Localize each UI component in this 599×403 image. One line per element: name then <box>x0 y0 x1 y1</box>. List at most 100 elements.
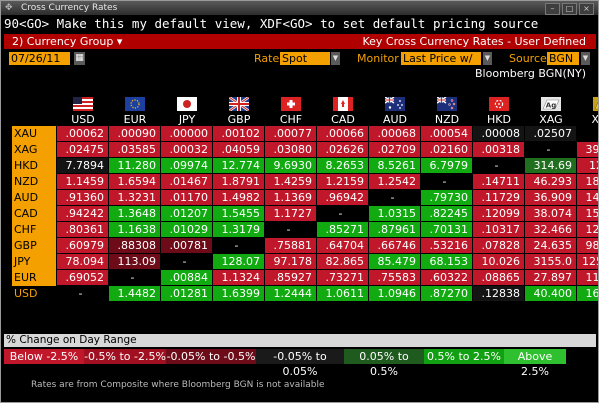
rate-cell[interactable]: 36.909 <box>525 190 577 206</box>
rate-cell[interactable]: 1846.2 <box>577 174 598 190</box>
rate-cell[interactable]: .12099 <box>473 206 525 222</box>
rate-cell[interactable]: .02507 <box>525 126 577 142</box>
rate-cell[interactable]: 1.1638 <box>109 222 161 238</box>
rate-cell[interactable]: 12.774 <box>213 158 265 174</box>
rate-cell[interactable]: 38.074 <box>525 206 577 222</box>
move-icon[interactable]: ✥ <box>5 3 13 13</box>
rate-cell[interactable]: .08865 <box>473 270 525 286</box>
rate-cell[interactable]: - <box>213 238 265 254</box>
rate-cell[interactable]: .00781 <box>161 238 213 254</box>
rate-cell[interactable]: .66746 <box>369 238 421 254</box>
rate-cell[interactable]: .00062 <box>57 126 109 142</box>
rate-cell[interactable]: 1.4482 <box>109 286 161 302</box>
maximize-button[interactable]: □ <box>562 3 577 15</box>
rate-cell[interactable]: 113.09 <box>109 254 161 270</box>
rate-cell[interactable]: - <box>317 206 369 222</box>
rate-cell[interactable]: .01207 <box>161 206 213 222</box>
rate-cell[interactable]: 125825 <box>577 254 598 270</box>
rate-cell[interactable]: 1.3648 <box>109 206 161 222</box>
rate-cell[interactable]: .14711 <box>473 174 525 190</box>
title-bar[interactable]: ✥ Cross Currency Rates – □ × <box>1 1 598 15</box>
rate-cell[interactable]: - <box>473 158 525 174</box>
rate-cell[interactable]: 12550 <box>577 158 598 174</box>
rate-cell[interactable]: 82.865 <box>317 254 369 270</box>
rate-cell[interactable]: 8.2653 <box>317 158 369 174</box>
rate-cell[interactable]: .60979 <box>57 238 109 254</box>
rate-cell[interactable]: 1294.8 <box>577 222 598 238</box>
rate-cell[interactable]: .02475 <box>57 142 109 158</box>
rate-cell[interactable]: 1.1727 <box>265 206 317 222</box>
source-dropdown-arrow-icon[interactable]: ▼ <box>581 52 590 65</box>
row-label-aud[interactable]: AUD <box>12 190 56 206</box>
rate-cell[interactable]: 1.4259 <box>265 174 317 190</box>
date-field[interactable]: 07/26/11 <box>9 52 70 65</box>
rate-cell[interactable]: .00066 <box>317 126 369 142</box>
rate-cell[interactable]: .09974 <box>161 158 213 174</box>
row-label-xag[interactable]: XAG <box>12 142 56 158</box>
rate-cell[interactable]: 40.400 <box>525 286 577 302</box>
row-label-gbp[interactable]: GBP <box>12 238 56 254</box>
rate-cell[interactable]: 85.479 <box>369 254 421 270</box>
row-label-chf[interactable]: CHF <box>12 222 56 238</box>
rate-cell[interactable]: .79730 <box>421 190 473 206</box>
column-header-eur[interactable]: EUR <box>123 113 147 126</box>
row-label-usd[interactable]: USD <box>14 287 38 300</box>
rate-cell[interactable]: .01029 <box>161 222 213 238</box>
rate-cell[interactable]: - <box>265 222 317 238</box>
rate-cell[interactable]: 1518.4 <box>577 206 598 222</box>
rate-cell[interactable]: 1.8791 <box>213 174 265 190</box>
rate-cell[interactable]: 1.3231 <box>109 190 161 206</box>
rate-cell[interactable]: - <box>577 126 598 142</box>
rate-cell[interactable]: .87270 <box>421 286 473 302</box>
rate-cell[interactable]: .00102 <box>213 126 265 142</box>
rate-cell[interactable]: - <box>57 286 109 302</box>
column-header-hkd[interactable]: HKD <box>487 113 511 126</box>
rate-cell[interactable]: .02709 <box>369 142 421 158</box>
rate-cell[interactable]: 6.7979 <box>421 158 473 174</box>
rate-cell[interactable]: .02160 <box>421 142 473 158</box>
rate-cell[interactable]: - <box>525 142 577 158</box>
rate-cell[interactable]: 9.6930 <box>265 158 317 174</box>
column-header-nzd[interactable]: NZD <box>434 113 460 126</box>
row-label-nzd[interactable]: NZD <box>12 174 56 190</box>
rate-cell[interactable]: 982.49 <box>577 238 598 254</box>
row-label-eur[interactable]: EUR <box>12 270 56 286</box>
rate-cell[interactable]: 7.7894 <box>57 158 109 174</box>
column-header-xag[interactable]: XAG <box>539 113 563 126</box>
rate-cell[interactable]: - <box>421 174 473 190</box>
rate-cell[interactable]: .85927 <box>265 270 317 286</box>
rate-cell[interactable]: 1.1369 <box>265 190 317 206</box>
rate-cell[interactable]: .69052 <box>57 270 109 286</box>
row-label-cad[interactable]: CAD <box>12 206 56 222</box>
rate-cell[interactable]: .02626 <box>317 142 369 158</box>
rate-cell[interactable]: 39.881 <box>577 142 598 158</box>
rate-cell[interactable]: .00068 <box>369 126 421 142</box>
rate-cell[interactable]: .60322 <box>421 270 473 286</box>
rate-cell[interactable]: .53216 <box>421 238 473 254</box>
rate-cell[interactable]: .03080 <box>265 142 317 158</box>
rate-cell[interactable]: 24.635 <box>525 238 577 254</box>
rate-cell[interactable]: .00090 <box>109 126 161 142</box>
rate-cell[interactable]: .73271 <box>317 270 369 286</box>
rate-cell[interactable]: .80361 <box>57 222 109 238</box>
rate-cell[interactable]: .64704 <box>317 238 369 254</box>
rate-cell[interactable]: 46.293 <box>525 174 577 190</box>
column-header-aud[interactable]: AUD <box>382 113 408 126</box>
currency-group-menu[interactable]: 2) Currency Group ▾ <box>12 34 122 49</box>
rate-cell[interactable]: .70131 <box>421 222 473 238</box>
rate-cell[interactable]: .96942 <box>317 190 369 206</box>
rate-select[interactable]: Spot <box>280 52 330 65</box>
rate-cell[interactable]: 78.094 <box>57 254 109 270</box>
rate-cell[interactable]: 1.1324 <box>213 270 265 286</box>
rate-cell[interactable]: 1.6399 <box>213 286 265 302</box>
rate-cell[interactable]: .01467 <box>161 174 213 190</box>
rate-cell[interactable]: 1.4982 <box>213 190 265 206</box>
rate-cell[interactable]: .94242 <box>57 206 109 222</box>
rate-cell[interactable]: .01281 <box>161 286 213 302</box>
rate-cell[interactable]: .75583 <box>369 270 421 286</box>
source-select[interactable]: BGN <box>547 52 579 65</box>
rate-cell[interactable]: .75881 <box>265 238 317 254</box>
rate-cell[interactable]: 1.0946 <box>369 286 421 302</box>
rate-cell[interactable]: 1.6594 <box>109 174 161 190</box>
rate-cell[interactable]: 1.5455 <box>213 206 265 222</box>
